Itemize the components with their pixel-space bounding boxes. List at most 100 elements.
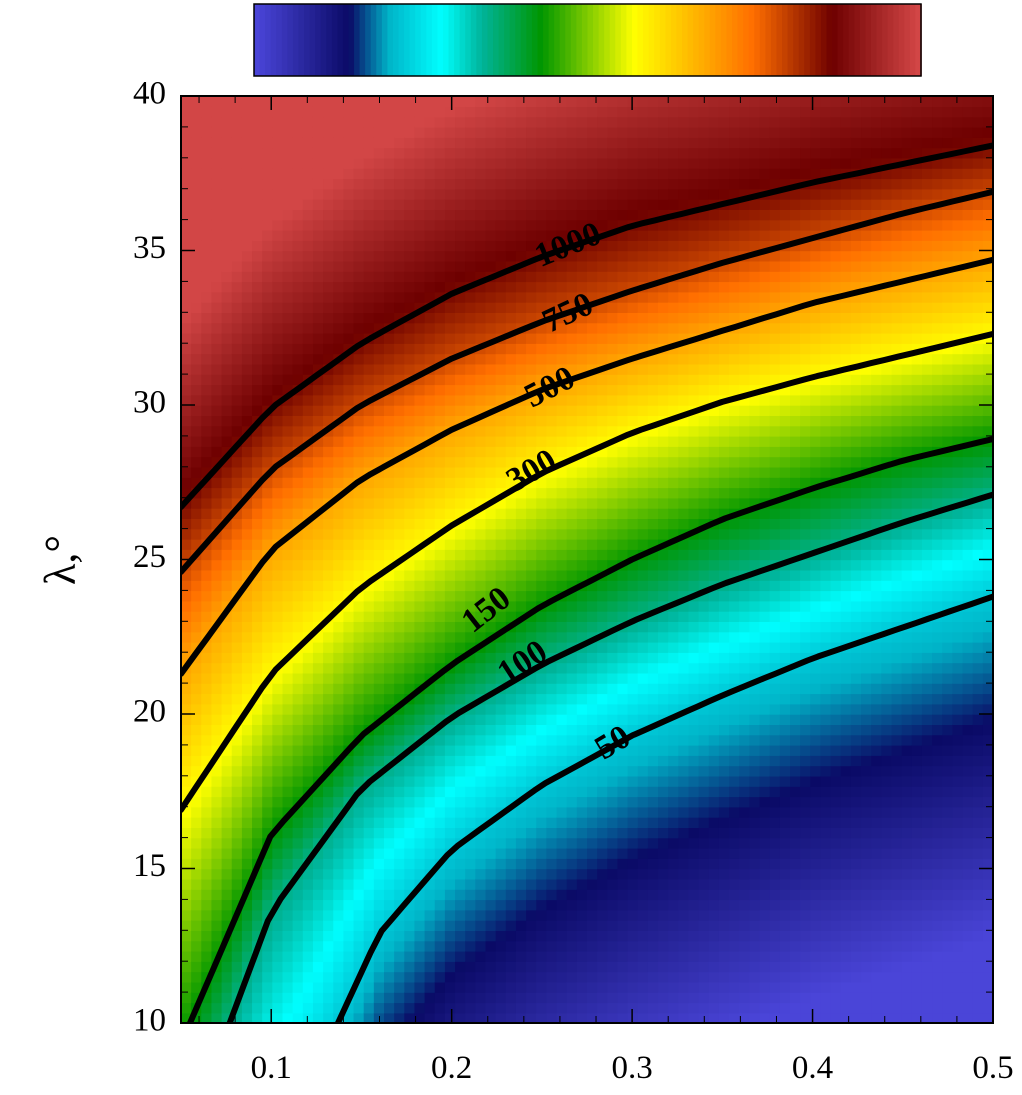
heatmap-cell	[434, 374, 446, 386]
heatmap-cell	[394, 435, 405, 447]
heatmap-cell	[241, 1012, 253, 1023]
heatmap-cell	[515, 755, 527, 767]
heatmap-cell	[353, 219, 365, 231]
heatmap-cell	[302, 188, 314, 200]
heatmap-cell	[252, 899, 263, 911]
heatmap-cell	[262, 508, 274, 519]
heatmap-cell	[262, 703, 274, 715]
colorbar-segment	[420, 4, 428, 76]
heatmap-cell	[333, 796, 345, 808]
heatmap-cell	[414, 281, 426, 293]
heatmap-cell	[363, 662, 375, 674]
heatmap-cell	[252, 909, 263, 921]
heatmap-cell	[333, 559, 345, 571]
heatmap-cell	[546, 291, 558, 303]
heatmap-cell	[505, 147, 517, 159]
heatmap-cell	[241, 446, 253, 458]
heatmap-cell	[465, 312, 477, 324]
heatmap-cell	[576, 188, 588, 200]
heatmap-cell	[658, 446, 669, 458]
heatmap-cell	[607, 961, 619, 973]
heatmap-cell	[363, 168, 375, 180]
heatmap-cell	[201, 950, 213, 962]
heatmap-cell	[607, 806, 619, 818]
heatmap-cell	[414, 126, 426, 138]
heatmap-cell	[333, 137, 345, 149]
heatmap-cell	[373, 260, 385, 272]
heatmap-cell	[302, 209, 314, 221]
heatmap-cell	[302, 817, 314, 828]
heatmap-cell	[323, 384, 334, 396]
heatmap-cell	[252, 847, 263, 859]
heatmap-cell	[698, 549, 710, 561]
heatmap-cell	[495, 981, 507, 993]
heatmap-cell	[363, 415, 375, 427]
heatmap-cell	[434, 569, 446, 581]
heatmap-cell	[292, 425, 304, 437]
heatmap-cell	[424, 477, 436, 489]
heatmap-cell	[505, 878, 517, 890]
heatmap-cell	[556, 775, 568, 787]
heatmap-cell	[221, 981, 233, 993]
colorbar-segment	[359, 4, 366, 76]
heatmap-cell	[353, 147, 365, 159]
heatmap-cell	[404, 600, 416, 612]
heatmap-cell	[465, 786, 477, 798]
heatmap-cell	[373, 147, 385, 159]
heatmap-cell	[394, 580, 405, 592]
heatmap-cell	[252, 528, 263, 540]
heatmap-cell	[363, 446, 375, 458]
heatmap-cell	[434, 847, 446, 859]
heatmap-cell	[475, 405, 487, 416]
heatmap-cell	[505, 343, 517, 355]
heatmap-cell	[465, 899, 477, 911]
heatmap-cell	[343, 940, 355, 952]
heatmap-cell	[607, 652, 619, 664]
heatmap-cell	[627, 374, 639, 386]
heatmap-cell	[333, 652, 345, 664]
heatmap-cell	[658, 992, 669, 1004]
heatmap-cell	[343, 621, 355, 633]
heatmap-cell	[485, 178, 497, 190]
heatmap-cell	[566, 281, 578, 293]
heatmap-cell	[343, 889, 355, 901]
heatmap-cell	[485, 590, 497, 602]
heatmap-cell	[191, 703, 202, 715]
heatmap-cell	[414, 672, 426, 684]
heatmap-cell	[576, 229, 588, 241]
colorbar-segment	[481, 4, 489, 76]
heatmap-cell	[617, 693, 629, 705]
heatmap-cell	[302, 126, 314, 138]
heatmap-cell	[566, 569, 578, 581]
heatmap-cell	[201, 652, 213, 664]
heatmap-cell	[576, 992, 588, 1004]
heatmap-cell	[211, 363, 223, 375]
heatmap-cell	[282, 714, 294, 725]
heatmap-cell	[434, 477, 446, 489]
heatmap-cell	[384, 219, 395, 231]
heatmap-cell	[262, 817, 274, 828]
heatmap-cell	[505, 950, 517, 962]
heatmap-cell	[515, 199, 527, 210]
heatmap-cell	[444, 652, 456, 664]
heatmap-cell	[302, 332, 314, 344]
heatmap-cell	[495, 456, 507, 468]
heatmap-cell	[333, 590, 345, 602]
heatmap-cell	[241, 199, 253, 210]
heatmap-cell	[434, 332, 446, 344]
heatmap-cell	[485, 538, 497, 550]
heatmap-cell	[414, 415, 426, 427]
colorbar-segment	[370, 4, 378, 76]
heatmap-cell	[536, 693, 548, 705]
heatmap-cell	[678, 332, 690, 344]
heatmap-cell	[191, 322, 202, 334]
heatmap-cell	[252, 322, 263, 334]
heatmap-cell	[708, 1012, 720, 1023]
colorbar-segment	[676, 4, 683, 76]
heatmap-cell	[587, 528, 598, 540]
heatmap-cell	[444, 168, 456, 180]
heatmap-cell	[434, 734, 446, 746]
heatmap-cell	[404, 930, 416, 942]
heatmap-cell	[333, 631, 345, 643]
heatmap-cell	[424, 271, 436, 283]
